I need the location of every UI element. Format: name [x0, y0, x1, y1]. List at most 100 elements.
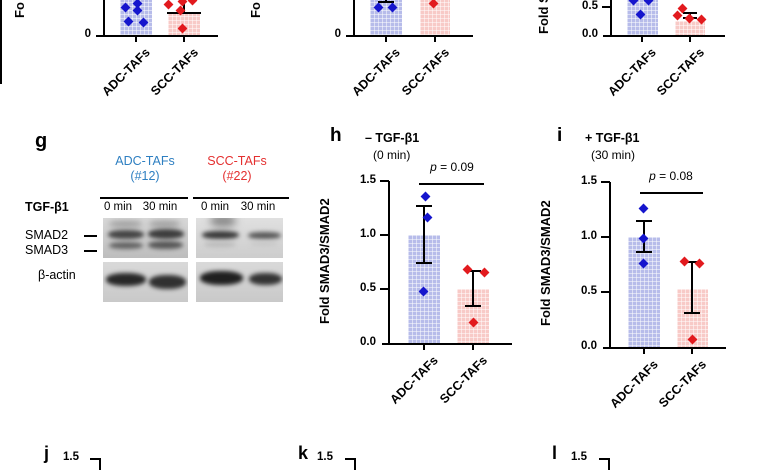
y-tick-label: 0	[334, 28, 341, 40]
x-axis	[603, 347, 726, 349]
blot-image-2	[103, 262, 188, 302]
y-axis	[103, 0, 105, 35]
x-axis-tick	[385, 35, 387, 42]
y-tick-label: 0.5	[581, 285, 597, 297]
y-axis	[99, 458, 101, 470]
y-axis-label: Fold SMAD3/SMAD2	[538, 200, 553, 326]
section-bracket-bottom	[0, 62, 2, 84]
error-bar-cap-bottom	[416, 262, 432, 265]
chart-title: – TGF-β1	[365, 131, 420, 145]
error-bar-line	[472, 270, 474, 307]
protein-band	[106, 273, 146, 286]
x-category-label: SCC-TAFs	[656, 357, 710, 411]
bar-scc-tafs	[168, 12, 200, 35]
error-bar-cap-top	[636, 219, 652, 222]
data-point	[638, 203, 648, 214]
error-bar-line	[423, 205, 425, 264]
x-category-label: SCC-TAFs	[654, 45, 708, 99]
y-tick-label: 1.0	[360, 228, 376, 240]
error-bar-line	[691, 262, 693, 313]
x-category-label: ADC-TAFs	[607, 357, 662, 411]
p-value-label: p = 0.08	[649, 169, 693, 183]
y-tick-label: 0.0	[360, 336, 376, 348]
lane-group-overline-scc	[193, 197, 289, 199]
y-axis	[609, 182, 611, 347]
protein-band	[248, 232, 281, 239]
x-category-label: ADC-TAFs	[605, 45, 660, 99]
x-axis-tick	[641, 35, 643, 42]
y-tick-label: 0.0	[582, 28, 598, 40]
significance-line	[640, 192, 703, 194]
panel-letter-j: j	[44, 443, 50, 463]
smad3-dash	[84, 250, 97, 252]
bar-adc-tafs	[628, 237, 660, 347]
y-axis-tick	[601, 236, 610, 238]
y-axis-tick	[90, 458, 101, 460]
x-axis-tick	[643, 347, 645, 354]
y-axis-tick	[380, 288, 389, 290]
data-point	[187, 0, 197, 6]
chart-title: + TGF-β1	[585, 131, 640, 145]
panel-letter-l: l	[552, 443, 558, 463]
lane-label-0min-scc: 0 min	[200, 201, 230, 213]
y-axis-tick	[380, 180, 389, 182]
lane-label-0min-adc: 0 min	[103, 201, 133, 213]
y-axis	[353, 0, 355, 35]
y-axis-label-fragment: Fold S	[536, 0, 551, 34]
x-axis-tick	[434, 35, 436, 42]
protein-band	[149, 221, 180, 227]
y-axis-tick	[602, 6, 611, 8]
group-id-scc: (#22)	[222, 169, 252, 183]
error-bar-cap-top	[465, 269, 481, 272]
significance-line	[419, 183, 484, 185]
loading-control-label: β-actin	[38, 268, 76, 282]
blot-image-1	[196, 218, 283, 258]
band-label-smad2: SMAD2	[25, 228, 69, 242]
x-category-label: SCC-TAFs	[437, 353, 491, 407]
group-id-adc: (#12)	[130, 169, 160, 183]
protein-band	[108, 230, 144, 239]
data-point	[163, 0, 173, 10]
y-axis-tick	[601, 291, 610, 293]
x-axis	[96, 35, 218, 37]
protein-band	[249, 273, 282, 285]
error-bar-cap-top	[416, 204, 432, 207]
bar-scc-tafs	[675, 21, 705, 35]
y-tick-label: 1.5	[63, 451, 79, 463]
group-label-adc-tafs: ADC-TAFs	[115, 154, 175, 168]
error-bar-cap-bottom	[465, 305, 481, 308]
data-point	[679, 256, 689, 267]
x-axis-tick	[183, 35, 185, 42]
panel-letter-h: h	[330, 125, 342, 146]
treatment-label: TGF-β1	[25, 200, 69, 214]
x-axis-tick	[423, 343, 425, 350]
smad2-dash	[84, 235, 97, 237]
protein-band	[210, 218, 236, 227]
y-tick-label: 0.0	[581, 340, 597, 352]
x-axis	[603, 35, 725, 37]
x-category-label: SCC-TAFs	[399, 45, 453, 99]
error-bar-cap-bottom	[167, 12, 201, 15]
x-axis	[346, 35, 473, 37]
x-category-label: ADC-TAFs	[349, 45, 404, 99]
band-label-smad3: SMAD3	[25, 243, 69, 257]
y-tick-label: 1.5	[317, 451, 333, 463]
chart-subtitle: (30 min)	[591, 148, 636, 162]
protein-band	[109, 242, 143, 249]
y-axis-tick	[601, 181, 610, 183]
lane-label-30min-scc: 30 min	[240, 201, 276, 213]
protein-band	[202, 231, 239, 239]
x-axis	[382, 343, 512, 345]
y-axis	[388, 181, 390, 343]
error-bar-line	[183, 0, 185, 14]
panel-letter-g: g	[35, 130, 48, 152]
y-axis	[354, 458, 356, 470]
error-bar-cap-top	[683, 11, 697, 14]
y-axis-label-fragment: Fo	[12, 2, 27, 18]
y-axis-label: Fold SMAD3/SMAD2	[317, 198, 332, 324]
y-axis-tick	[599, 458, 610, 460]
protein-band	[200, 271, 243, 285]
y-axis-tick	[345, 458, 356, 460]
y-axis	[610, 0, 612, 35]
